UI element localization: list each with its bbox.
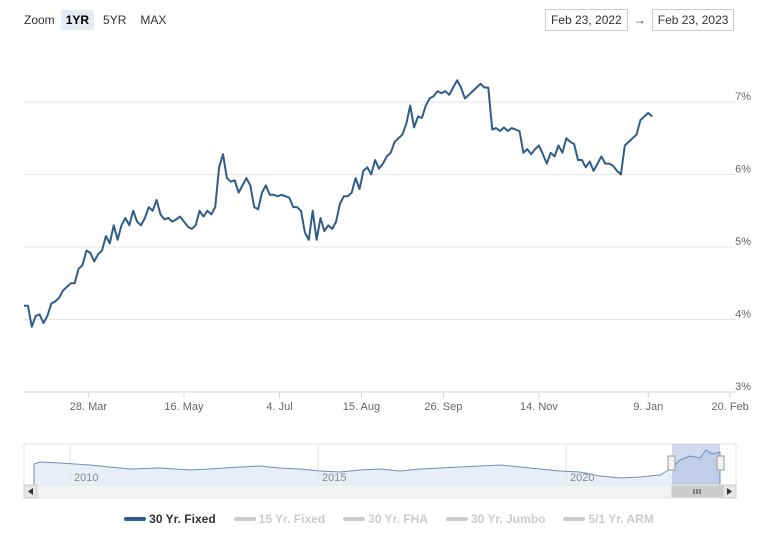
zoom-5yr-button[interactable]: 5YR [103,13,127,27]
zoom-label: Zoom [24,13,55,27]
arrow-left-icon [28,488,33,495]
legend-label: 15 Yr. Fixed [258,512,326,526]
navigator-year-2010: 2010 [74,472,98,484]
legend-label: 30 Yr. Fixed [149,512,216,526]
x-tick-label: 9. Jan [633,401,663,413]
legend-swatch [343,517,366,521]
y-tick-label: 4% [735,309,751,321]
x-tick-label: 15. Aug [343,401,380,413]
x-tick-label: 28. Mar [70,401,108,413]
legend-swatch [445,517,468,521]
x-tick-label: 16. May [164,401,204,413]
navigator-handle-left[interactable] [667,455,676,471]
y-tick-label: 7% [735,91,751,103]
zoom-max-button[interactable]: MAX [140,13,167,27]
scrollbar-track[interactable] [23,484,737,499]
legend-swatch [124,517,147,521]
y-tick-label: 3% [735,381,751,393]
range-separator: → [633,13,646,27]
series-line-30yr-fixed [24,79,653,328]
arrow-right-icon [727,488,732,495]
range-from-input[interactable]: Feb 23, 2022 [545,9,628,31]
navigator-scrollbar[interactable] [23,484,737,499]
navigator-area [33,449,721,486]
grip-icon [693,489,701,494]
legend: 30 Yr. Fixed 15 Yr. Fixed 30 Yr. FHA 30 … [0,512,778,526]
legend-item-30yr-fha[interactable]: 30 Yr. FHA [343,512,428,526]
navigator-year-2020: 2020 [570,472,594,484]
legend-swatch [563,517,586,521]
x-tick-label: 14. Nov [520,401,558,413]
x-tick-label: 20. Feb [711,401,748,413]
navigator-selection[interactable] [672,444,720,485]
navigator[interactable]: 2010 2015 2020 [23,443,737,486]
legend-label: 5/1 Yr. ARM [588,512,654,526]
y-tick-label: 5% [735,236,751,248]
grid [24,101,736,320]
range-to-input[interactable]: Feb 23, 2023 [651,9,735,31]
x-tick-label: 4. Jul [266,401,292,413]
zoom-1yr-button[interactable]: 1YR [60,10,95,30]
navigator-handle-right[interactable] [716,455,725,471]
legend-item-30yr-fixed[interactable]: 30 Yr. Fixed [124,512,216,526]
legend-item-30yr-jumbo[interactable]: 30 Yr. Jumbo [445,512,546,526]
y-axis-ticks: 3% 4% 5% 6% 7% [735,91,751,393]
legend-item-15yr-fixed[interactable]: 15 Yr. Fixed [233,512,326,526]
y-tick-label: 6% [735,164,751,176]
legend-item-5-1yr-arm[interactable]: 5/1 Yr. ARM [563,512,654,526]
chart-svg: 3% 4% 5% 6% 7% 28. Mar 16. May 4. Jul 15. Aug 26… [23,79,751,499]
legend-label: 30 Yr. FHA [368,512,428,526]
date-range: Feb 23, 2022 → Feb 23, 2023 [545,9,735,31]
navigator-year-2015: 2015 [322,472,346,484]
zoom-bar: Zoom 1YR 5YR MAX [24,9,175,31]
x-tick-label: 26. Sep [424,401,462,413]
legend-swatch [233,517,256,521]
x-axis-ticks: 28. Mar 16. May 4. Jul 15. Aug 26. Sep 14. No… [70,392,749,413]
legend-label: 30 Yr. Jumbo [470,512,546,526]
